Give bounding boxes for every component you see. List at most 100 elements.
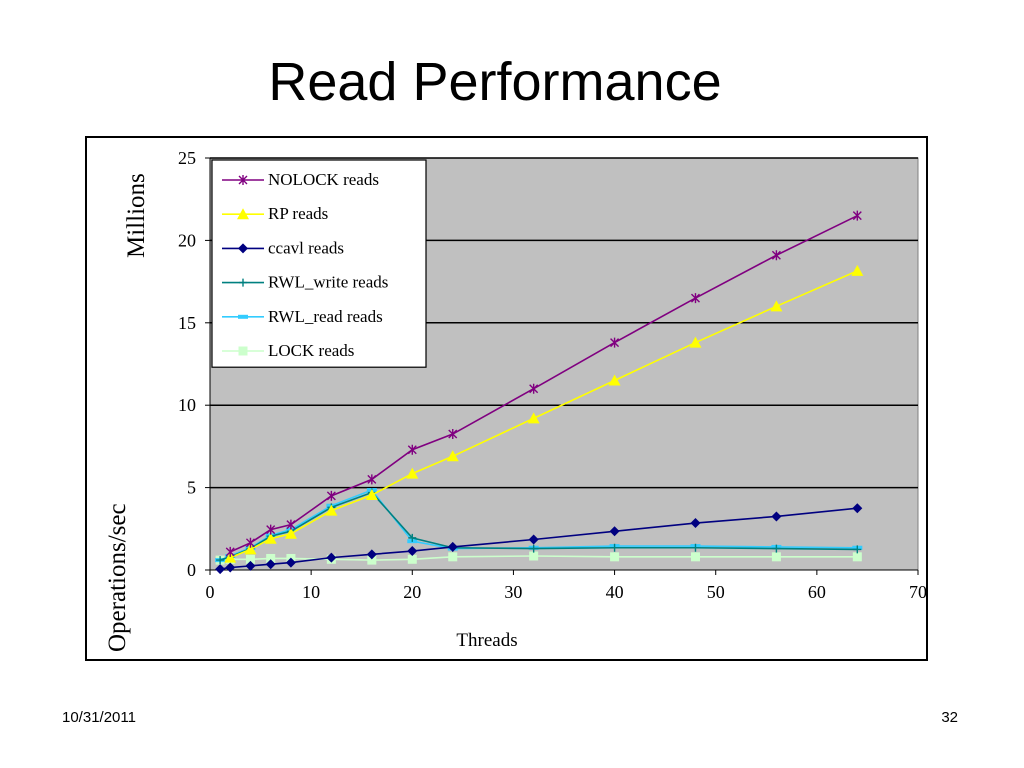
- axes: 0 5 10 15 20 25 0 10 20 30 40 50 60 70: [178, 148, 927, 602]
- legend-item: ccavl reads: [222, 238, 344, 257]
- data-point: [366, 549, 377, 560]
- data-point: [284, 527, 297, 539]
- data-point: [852, 552, 862, 562]
- legend-item: RP reads: [222, 204, 328, 223]
- data-point: [448, 552, 458, 562]
- x-tick-label: 20: [403, 582, 421, 602]
- line-chart: 0 5 10 15 20 25 0 10 20 30 40 50 60 70 Threads Operat…: [104, 148, 927, 652]
- x-tick-label: 60: [808, 582, 826, 602]
- data-point: [237, 208, 249, 220]
- data-point: [527, 412, 540, 424]
- data-point: [264, 532, 277, 544]
- x-tick-label: 0: [206, 582, 215, 602]
- x-tick-label: 70: [909, 582, 927, 602]
- chart-frame: 0 5 10 15 20 25 0 10 20 30 40 50 60 70 Threads Operat…: [85, 136, 928, 661]
- series-layer: [215, 210, 864, 575]
- data-point: [771, 511, 782, 522]
- data-point: [770, 300, 783, 312]
- data-point: [608, 374, 621, 386]
- x-tick-label: 50: [707, 582, 725, 602]
- data-point: [286, 519, 296, 530]
- data-point: [325, 504, 338, 516]
- data-point: [853, 545, 862, 554]
- slide-date: 10/31/2011: [62, 709, 136, 726]
- y-tick-label: 15: [178, 313, 196, 333]
- data-point: [408, 533, 417, 542]
- data-point: [245, 537, 255, 548]
- x-tick-label: 40: [606, 582, 624, 602]
- x-tick-label: 30: [504, 582, 522, 602]
- data-point: [238, 346, 248, 356]
- data-point: [245, 554, 255, 564]
- data-point: [367, 474, 377, 485]
- legend-item: NOLOCK reads: [222, 170, 379, 189]
- data-point: [690, 552, 700, 562]
- data-point: [365, 489, 378, 501]
- data-point: [529, 544, 538, 553]
- data-point: [610, 337, 620, 348]
- slide-title: Read Performance: [268, 52, 722, 112]
- x-tick-label: 10: [302, 582, 320, 602]
- legend-item: RWL_read reads: [222, 307, 383, 326]
- data-point: [609, 526, 620, 537]
- data-point: [771, 552, 781, 562]
- data-point: [407, 554, 417, 564]
- data-point: [407, 444, 417, 455]
- y-tick-label: 0: [187, 560, 196, 580]
- data-point: [446, 450, 459, 462]
- legend: NOLOCK reads RP reads ccavl reads RWL_write…: [211, 159, 427, 368]
- legend-label: RWL_read reads: [268, 307, 383, 326]
- data-point: [610, 543, 619, 552]
- data-point: [245, 560, 256, 571]
- data-point: [447, 541, 458, 552]
- data-point: [326, 490, 336, 501]
- data-point: [244, 543, 257, 555]
- data-point: [238, 175, 248, 185]
- data-point: [852, 210, 862, 221]
- data-point: [326, 552, 337, 563]
- data-point: [406, 467, 419, 479]
- data-point: [367, 555, 377, 565]
- data-point: [238, 314, 248, 319]
- data-point: [528, 534, 539, 545]
- data-point: [689, 336, 702, 348]
- data-point: [216, 556, 225, 565]
- legend-label: RP reads: [268, 204, 328, 223]
- data-point: [238, 243, 248, 254]
- y-tick-label: 20: [178, 230, 196, 250]
- legend-item: RWL_write reads: [222, 273, 388, 292]
- y-tick-label: 10: [178, 395, 196, 415]
- y-tick-label: 5: [187, 478, 196, 498]
- series-nolock-reads: [225, 210, 862, 557]
- data-point: [239, 278, 247, 287]
- data-point: [266, 524, 276, 535]
- data-point: [852, 503, 863, 514]
- data-point: [851, 264, 864, 276]
- legend-label: RWL_write reads: [268, 273, 388, 292]
- data-point: [224, 551, 237, 563]
- data-point: [610, 552, 620, 562]
- y-axis-label: Operations/sec: [104, 503, 131, 652]
- data-point: [691, 543, 700, 552]
- data-point: [266, 553, 276, 563]
- data-point: [771, 250, 781, 261]
- series-ccavl-reads: [215, 503, 863, 575]
- slide-page-number: 32: [941, 709, 958, 726]
- data-point: [772, 544, 781, 553]
- data-point: [690, 293, 700, 304]
- y-tick-label: 25: [178, 148, 196, 168]
- data-point: [529, 551, 539, 561]
- data-point: [529, 383, 539, 394]
- legend-label: LOCK reads: [268, 341, 354, 360]
- x-axis-label: Threads: [456, 630, 517, 651]
- series-rp-reads: [224, 264, 864, 563]
- legend-label: ccavl reads: [268, 238, 344, 257]
- y-axis-unit-label: Millions: [123, 173, 150, 258]
- data-point: [225, 562, 236, 573]
- legend-item: LOCK reads: [222, 341, 354, 360]
- data-point: [215, 564, 226, 575]
- data-point: [407, 546, 418, 557]
- data-point: [690, 518, 701, 529]
- data-point: [448, 429, 458, 440]
- data-point: [225, 546, 235, 557]
